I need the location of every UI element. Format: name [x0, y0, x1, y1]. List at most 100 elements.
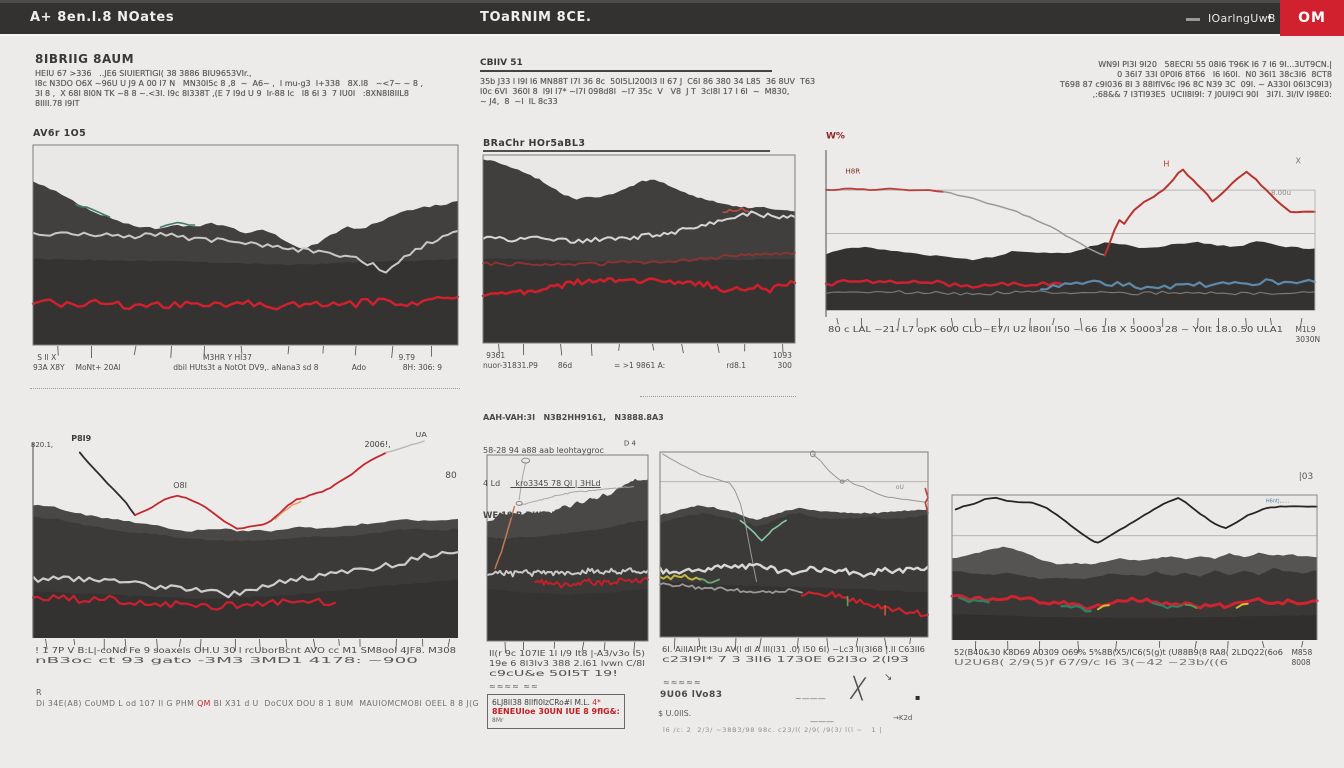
- header-left-line: HEIU 67 >336 ..JE6 SIUIERTIGI( 38 3886 B…: [35, 69, 252, 78]
- chart-6[interactable]: oU 6I. AilIAIPIt l3u AV(l dl A lII(l31 .0…: [652, 440, 937, 685]
- x-sketch-icon: ╳: [850, 675, 866, 701]
- svg-text:= >1 9861 A:: = >1 9861 A:: [614, 361, 665, 370]
- squiggle-mark: ≈≈≈≈≈: [663, 678, 702, 687]
- svg-text:O8I: O8I: [173, 481, 187, 490]
- svg-text:H6nt|,.....: H6nt|,.....: [1266, 498, 1290, 504]
- svg-text:BRaChr HOr5aBL3: BRaChr HOr5aBL3: [483, 138, 585, 149]
- header-left-line: 3I 8 , X 68I 8I0N TK ~8 8 ~.<3I. I9c 8I3…: [35, 89, 409, 98]
- square-bullet-icon: ▪: [915, 693, 921, 702]
- chart-7[interactable]: |03 H6nt|,..... 52(B40&30 K8D69 A0309 O69%…: [945, 468, 1341, 686]
- svg-text:D 4: D 4: [624, 440, 637, 448]
- dash-mark: ———: [810, 717, 834, 726]
- svg-text:c9cU&e 50I5T 19!: c9cU&e 50I5T 19!: [489, 669, 618, 678]
- chart-2[interactable]: BRaChr HOr5aBL3 9361 1093 nuor-31831.P9 86d =…: [478, 130, 800, 382]
- svg-text:8.00u: 8.00u: [1271, 189, 1291, 197]
- top-bar: A+ 8en.l.8 NOates TOaRNIM 8CE. IOarlngUw…: [0, 0, 1344, 36]
- svg-text:H8R: H8R: [846, 167, 861, 175]
- header-right-line: ,:68&& 7 I3TI93E5 UCII8I9I: 7 J0UI9CI 90…: [1092, 90, 1332, 99]
- annotation-line: 8Mr: [492, 717, 504, 724]
- caption-text: Di 34E(A8) CoUMD L od 107 Il G PHM QM BI…: [36, 699, 479, 708]
- chart-6-note: $ U.0llS.: [658, 709, 692, 718]
- svg-text:2006!,: 2006!,: [365, 440, 391, 449]
- annotation-line: 4 Ld kro3345 78 Ql | 3HLd: [483, 479, 601, 488]
- svg-text:P8I9: P8I9: [71, 434, 91, 443]
- svg-text:86d: 86d: [558, 361, 573, 370]
- svg-text:S Il X: S Il X: [37, 353, 56, 362]
- svg-text:6I. AilIAIPIt l3u AV(l dl A: 6I. AilIAIPIt l3u AV(l dl A lII(l31 .0) …: [662, 645, 925, 654]
- chart-5[interactable]: D 4 Il(r 9c 107lE 1l l/9 It8 |-A3/v3o l5)…: [480, 440, 656, 690]
- header-left-heading: 8IBRIIG 8AUM: [35, 52, 135, 66]
- header-right-line: 0 36I7 33I 0P0I6 8T66 I6 I60I. N0 36I1 3…: [1117, 70, 1332, 79]
- svg-text:M3HR Y HI37: M3HR Y HI37: [203, 353, 252, 362]
- ok-button[interactable]: OM: [1280, 0, 1344, 36]
- chart-4-caption: R Di 34E(A8) CoUMD L od 107 Il G PHM QM …: [36, 688, 479, 708]
- svg-text:3030N: 3030N: [1295, 335, 1320, 344]
- squiggle-mark: ≈≈≈≈ ≈≈: [489, 682, 539, 691]
- minimize-icon[interactable]: [1186, 18, 1200, 21]
- svg-text:Ado: Ado: [352, 363, 367, 372]
- svg-text:! 1 7P V B:L|-coNd: ! 1 7P V B:L|-coNd Fe 9 soaxels OH.U 30 …: [35, 646, 456, 655]
- svg-text:c23I9I* 7 3 3lI6 17: c23I9I* 7 3 3lI6 1730E 62I3o 2(l93: [662, 655, 909, 664]
- svg-text:80 c LAL ~21- L7 opK 600 CLO~: 80 c LAL ~21- L7 opK 600 CLO~E7/l U2 l80…: [828, 325, 1283, 334]
- annotation-line: AAH-VAH:3I N3B2HH9161, N3888.8A3: [483, 413, 664, 422]
- arrow-sketch-icon: ↘: [884, 672, 893, 683]
- svg-text:oU: oU: [896, 484, 904, 491]
- header-center-heading: CBIIV 51: [480, 58, 523, 68]
- svg-text:52(B40&30 K8D69 A0309 O69% 5%: 52(B40&30 K8D69 A0309 O69% 5%8B(X5/IC6(5…: [954, 648, 1283, 657]
- svg-text:8H: 306: 9: 8H: 306: 9: [403, 363, 443, 372]
- svg-text:300: 300: [778, 361, 793, 370]
- header-left-line: 8IIII.78 I9IT: [35, 99, 80, 108]
- chart-5-annotation-box: 6LJ8Il38 8IlfI0IzCRo#l M.L. 4* 8ENEUIoe …: [487, 694, 625, 729]
- svg-text:80: 80: [445, 471, 457, 481]
- svg-text:W%: W%: [826, 131, 845, 141]
- svg-text:MoNt+ 20Al: MoNt+ 20Al: [76, 363, 121, 372]
- header-right-block: WN9I PI3I 9I20 58ECRI 55 08I6 T96K I6 7 …: [1030, 60, 1332, 100]
- header-left-block: 8IBRIIG 8AUM HEIU 67 >336 ..JE6 SIUIERTI…: [35, 52, 465, 109]
- annotation-line: 6LJ8Il38 8IlfI0IzCRo#l M.L. 4*: [492, 698, 601, 707]
- svg-text:M1L9: M1L9: [1295, 325, 1315, 334]
- annotation-dotted-rule: [640, 396, 796, 397]
- header-center-block: CBIIV 51 35b J33 l I9I I6 MN88T I7I 36 8…: [480, 58, 816, 107]
- dotted-divider: [30, 388, 460, 389]
- svg-text:9.T9: 9.T9: [399, 353, 416, 362]
- svg-text:9361: 9361: [486, 351, 505, 360]
- chart-6-note: 9U06 lVo83: [660, 690, 723, 700]
- svg-text:Il(r 9c 107lE 1l l/9 It8 |-A3: Il(r 9c 107lE 1l l/9 It8 |-A3/v3o l5): [489, 649, 645, 658]
- chart-6-note: →K2d: [893, 714, 913, 722]
- window-title: TOaRNIM 8CE.: [480, 10, 592, 25]
- dash-mark: ~———: [795, 694, 826, 703]
- svg-text:X: X: [1295, 156, 1301, 165]
- annotation-line-red: 8ENEUIoe 30UN IUE 8 9flG&:: [492, 707, 620, 716]
- svg-text:1093: 1093: [773, 351, 792, 360]
- chart-2-annotation: AAH-VAH:3I N3B2HH9161, N3888.8A3 58-28 9…: [483, 390, 798, 544]
- chart-3[interactable]: W% H8R H 8.00u X 80 c LAL ~21- L7 opK 600 CLO…: [818, 128, 1342, 360]
- svg-text:820.1,: 820.1,: [31, 441, 53, 449]
- chart-6-faint-line: l6 /c: 2 2/3/ ~38B3/98 98c. c23/l( 2/9( …: [663, 726, 883, 734]
- header-right-line: WN9I PI3I 9I20 58ECRI 55 08I6 T96K I6 7 …: [1098, 60, 1332, 69]
- annotation-line: 58-28 94 a88 aab leohtaygroc: [483, 446, 604, 455]
- chart-4[interactable]: 820.1, P8I9 O8I 2006!, UA 80 ! 1 7P V B:L|-coN…: [28, 430, 462, 684]
- header-center-line: I0c 6VI 360I 8 I9I I7* ~I7I 098d8I ~I7 3…: [480, 87, 790, 96]
- svg-text:U2U68( 2/9(5)f 67/9/c l: U2U68( 2/9(5)f 67/9/c l6 3(~42 ~23b/((6: [954, 658, 1228, 667]
- svg-text:AV6r 1O5: AV6r 1O5: [33, 128, 86, 139]
- svg-text:UA: UA: [416, 432, 428, 439]
- svg-text:dbil HUts3t a NotOt DV9,. aNan: dbil HUts3t a NotOt DV9,. aNana3 sd 8: [173, 363, 319, 372]
- header-center-rule: [480, 70, 772, 72]
- status-dot-icon: •: [1266, 11, 1274, 25]
- app-title: A+ 8en.l.8 NOates: [30, 10, 175, 25]
- svg-text:M858: M858: [1291, 648, 1312, 657]
- svg-text:nB3oc ct 93 gato: nB3oc ct 93 gato -3M3 3MD1 4178: ~900: [35, 656, 419, 665]
- annotation-line: WE 19 B BUHLE?: [483, 511, 563, 521]
- header-right-line: T698 87 c9I036 8I 3 88IfIV6c I96 8C N39 …: [1059, 80, 1332, 89]
- topbar-menu-label[interactable]: IOarlngUwB: [1208, 12, 1276, 25]
- svg-text:rd8.1: rd8.1: [726, 361, 746, 370]
- header-left-line: I8c N3DO O6X ~96U U J9 A 00 I7 N MN30I5c…: [35, 79, 424, 88]
- svg-text:H: H: [1163, 160, 1169, 169]
- svg-text:93A X8Y: 93A X8Y: [33, 363, 65, 372]
- header-center-line: 35b J33 l I9I I6 MN88T I7I 36 8c 50I5LI2…: [480, 77, 816, 86]
- caption-glyph: R: [36, 688, 42, 697]
- svg-text:19e 6 8l3lv3 388 2.l61 lvw: 19e 6 8l3lv3 388 2.l61 lvwn C/8l: [489, 659, 645, 668]
- header-center-line: ~ J4, 8 ~I IL 8c33: [480, 97, 558, 106]
- chart-1[interactable]: AV6r 1O5 S Il X M3HR Y HI37 9.T9 93A X8Y MoNt…: [28, 122, 462, 384]
